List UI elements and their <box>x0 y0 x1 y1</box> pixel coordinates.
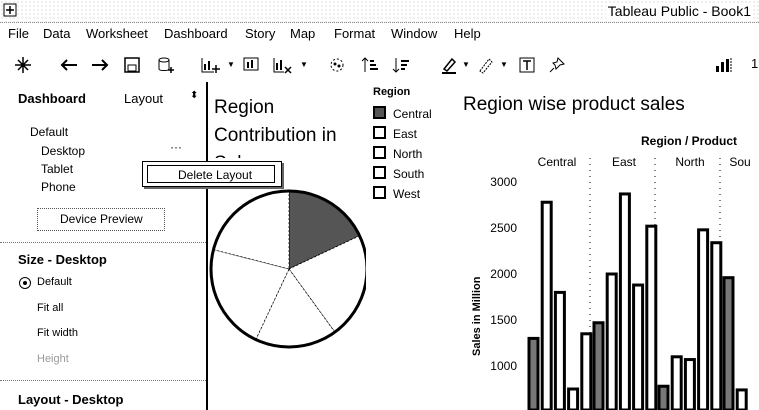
highlight-icon[interactable] <box>438 54 460 76</box>
clear-sheet-icon[interactable] <box>271 54 293 76</box>
menu-story[interactable]: Story <box>245 26 276 41</box>
tab-dashboard[interactable]: Dashboard <box>18 91 86 106</box>
region-header-label: Sou <box>729 155 750 169</box>
size-heading: Size - Desktop <box>18 252 107 267</box>
desktop-more-menu[interactable]: ··· <box>170 140 182 154</box>
pie-chart[interactable] <box>206 180 366 350</box>
menu-file[interactable]: File <box>8 26 29 41</box>
size-option-fit-all[interactable]: Fit all <box>37 302 64 314</box>
bar-central-3 <box>553 290 566 410</box>
new-worksheet-icon[interactable] <box>199 54 221 76</box>
window-title: Tableau Public - Book1 <box>605 3 753 19</box>
size-option-default[interactable]: Default <box>37 276 72 288</box>
bar-east-1 <box>592 321 605 410</box>
device-phone[interactable]: Phone <box>41 180 76 194</box>
chevron-down-icon[interactable]: ▼ <box>227 60 235 69</box>
legend-item-north[interactable]: North <box>373 146 422 161</box>
menu-help[interactable]: Help <box>454 26 481 41</box>
y-tick-label: 3000 <box>490 175 517 189</box>
menu-dashboard[interactable]: Dashboard <box>164 26 228 41</box>
chevron-down-icon[interactable]: ▼ <box>462 60 470 69</box>
menu-window[interactable]: Window <box>391 26 438 41</box>
tab-scroll-arrows-icon[interactable]: ⬍ <box>190 90 199 101</box>
legend-item-west[interactable]: West <box>373 186 420 201</box>
size-default-radio[interactable] <box>19 277 31 289</box>
bar-east-3 <box>618 192 631 410</box>
region-header-label: East <box>612 155 637 169</box>
sort-ascending-icon[interactable] <box>359 54 381 76</box>
layout-context-menu: Delete Layout <box>142 161 282 187</box>
bar-central-5 <box>580 332 593 410</box>
size-option-height: Height <box>37 353 69 365</box>
bar-east-4 <box>632 283 645 410</box>
tableau-logo-icon[interactable] <box>12 54 34 76</box>
toolbar: ▼ ▼ ▼ ▼ 1 <box>0 50 759 80</box>
title-bar: Tableau Public - Book1 <box>0 0 759 23</box>
legend-title: Region <box>373 86 411 98</box>
chevron-down-icon[interactable]: ▼ <box>500 60 508 69</box>
device-preview-button[interactable]: Device Preview <box>37 208 165 231</box>
group-icon[interactable] <box>326 54 348 76</box>
layout-heading: Layout - Desktop <box>18 392 124 407</box>
menu-worksheet[interactable]: Worksheet <box>86 26 148 41</box>
device-tablet[interactable]: Tablet <box>41 162 74 176</box>
redo-icon[interactable] <box>89 54 111 76</box>
y-tick-label: 1000 <box>490 359 517 373</box>
legend-item-central[interactable]: Central <box>373 106 432 121</box>
bar-central-2 <box>540 200 553 410</box>
bar-central-1 <box>527 336 540 410</box>
menu-format[interactable]: Format <box>334 26 376 41</box>
pie-outline <box>209 189 366 349</box>
bar-south-1 <box>722 276 735 410</box>
dashboard-side-pane: Dashboard Layout ⬍ Default Desktop ··· T… <box>0 82 208 410</box>
size-option-fit-width[interactable]: Fit width <box>37 327 78 339</box>
new-dashboard-icon[interactable] <box>240 54 262 76</box>
toolbar-trailing-text: 1 <box>751 56 759 71</box>
pie-chart-title: Region Contribution in Sales <box>214 97 337 158</box>
pen-icon[interactable] <box>474 54 496 76</box>
save-icon[interactable] <box>121 54 143 76</box>
divider <box>0 242 206 243</box>
divider <box>0 380 206 381</box>
bar-south-2 <box>735 388 748 410</box>
menu-bar: File Data Worksheet Dashboard Story Map … <box>0 24 759 46</box>
undo-icon[interactable] <box>58 54 80 76</box>
sort-descending-icon[interactable] <box>390 54 412 76</box>
region-header-label: North <box>675 155 704 169</box>
bar-chart-title: Region wise product sales <box>463 94 685 115</box>
y-axis-label: Sales in Million <box>471 276 483 356</box>
tab-layout[interactable]: Layout <box>124 91 164 106</box>
tableau-app-icon <box>3 3 17 17</box>
show-me-icon[interactable] <box>713 54 735 76</box>
bar-north-5 <box>710 241 723 410</box>
device-desktop[interactable]: Desktop <box>41 144 86 158</box>
legend-item-east[interactable]: East <box>373 126 417 141</box>
bar-east-2 <box>605 272 618 410</box>
bar-north-1 <box>657 384 670 410</box>
legend-item-south[interactable]: South <box>373 166 424 181</box>
pin-icon[interactable] <box>546 54 568 76</box>
bar-north-3 <box>683 358 696 410</box>
bar-chart-header: Region / Product <box>641 134 737 148</box>
text-label-icon[interactable] <box>516 54 538 76</box>
bar-north-2 <box>670 355 683 410</box>
y-tick-label: 1500 <box>490 313 517 327</box>
new-datasource-icon[interactable] <box>155 54 177 76</box>
region-header-label: Central <box>538 155 577 169</box>
chevron-down-icon[interactable]: ▼ <box>300 60 308 69</box>
bar-north-4 <box>697 228 710 410</box>
delete-layout-item[interactable]: Delete Layout <box>147 165 275 183</box>
bar-east-5 <box>645 224 658 410</box>
device-preview-label: Device Preview <box>60 212 143 226</box>
menu-map[interactable]: Map <box>290 26 316 41</box>
y-tick-label: 2500 <box>490 221 517 235</box>
delete-layout-label: Delete Layout <box>178 168 253 182</box>
bar-chart[interactable]: Region / Product Sales in Million 3000 25… <box>459 130 759 410</box>
device-default[interactable]: Default <box>30 125 69 139</box>
bar-central-4 <box>567 387 580 410</box>
y-tick-label: 2000 <box>490 267 517 281</box>
menu-data[interactable]: Data <box>43 26 71 41</box>
